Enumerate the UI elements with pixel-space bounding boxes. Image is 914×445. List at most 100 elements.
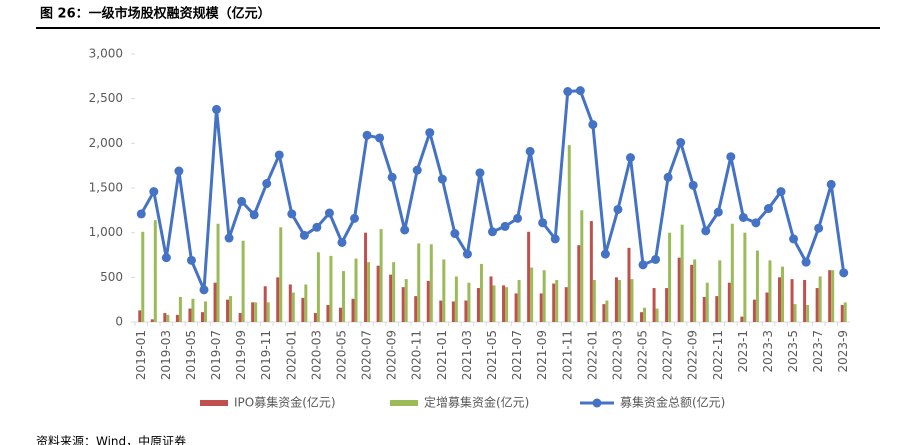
x-tick-label: 2021-09 [535, 330, 549, 380]
bar [730, 223, 734, 322]
bar [464, 300, 468, 322]
bar [166, 314, 170, 322]
bar [740, 316, 744, 322]
marker [299, 230, 309, 240]
marker [462, 249, 472, 259]
bar [828, 270, 832, 322]
bar [276, 277, 280, 322]
marker [488, 227, 497, 237]
bar [291, 292, 295, 322]
bar [288, 284, 292, 322]
marker [337, 237, 347, 247]
bar [705, 282, 709, 322]
x-tick-label: 2021-11 [560, 330, 574, 380]
marker [738, 212, 748, 222]
bar [577, 245, 581, 322]
x-tick-label: 2023-7 [811, 330, 825, 373]
x-tick-label: 2019-01 [134, 330, 148, 380]
y-tick-label: 0 [115, 315, 123, 329]
bar [605, 300, 609, 322]
bar [216, 223, 220, 322]
bar [338, 307, 342, 322]
marker [513, 213, 523, 223]
x-tick-label: 2023-9 [836, 330, 850, 373]
bar [351, 298, 355, 322]
x-tick-label: 2019-03 [159, 330, 173, 380]
bar [251, 302, 255, 322]
marker [600, 249, 610, 259]
x-tick-label: 2023-5 [786, 330, 800, 373]
marker [312, 222, 322, 232]
bar [806, 305, 810, 322]
legend-label: IPO募集资金(亿元) [234, 395, 336, 410]
bar [266, 302, 270, 322]
bar [564, 287, 568, 322]
bar [677, 257, 681, 322]
marker [814, 223, 824, 233]
marker [186, 255, 196, 265]
bar [790, 279, 794, 322]
bar [552, 283, 556, 322]
bar [304, 284, 308, 322]
bar [153, 220, 157, 322]
bar [141, 231, 145, 322]
bar [680, 224, 684, 322]
y-tick-label: 500 [100, 270, 123, 284]
bar [341, 271, 345, 322]
marker [161, 253, 171, 263]
bar [715, 296, 719, 322]
bar [589, 221, 593, 322]
bar [517, 280, 521, 322]
bar [329, 255, 333, 322]
x-tick-label: 2020-01 [284, 330, 298, 380]
bar [803, 280, 807, 322]
bar [567, 145, 571, 322]
bar [467, 282, 471, 322]
bar [442, 259, 446, 322]
marker [287, 209, 297, 219]
bar [492, 285, 496, 322]
bar [793, 304, 797, 322]
bar [627, 247, 631, 322]
bar [668, 232, 672, 322]
bar [818, 276, 822, 322]
marker [538, 218, 548, 228]
legend-swatch [592, 398, 602, 408]
bar [401, 287, 405, 322]
bar [539, 293, 543, 322]
legend-label: 募集资金总额(亿元) [620, 395, 725, 410]
marker [776, 187, 786, 197]
x-tick-label: 2019-11 [259, 330, 273, 380]
bar [313, 313, 317, 322]
bar [476, 288, 480, 322]
bar [138, 310, 142, 322]
bar [376, 265, 380, 322]
x-tick-label: 2019-05 [184, 330, 198, 380]
bar [781, 266, 785, 322]
bar [840, 305, 844, 322]
bar [542, 270, 546, 322]
bar [241, 240, 245, 322]
marker [726, 152, 736, 162]
marker [400, 225, 410, 235]
bar [727, 282, 731, 322]
bar [200, 312, 204, 322]
bar [690, 264, 694, 322]
x-tick-label: 2023-1 [736, 330, 750, 373]
marker [613, 204, 623, 214]
bar [693, 259, 697, 322]
bar [580, 210, 584, 322]
bar [175, 314, 179, 322]
bar [592, 280, 596, 322]
marker [149, 187, 159, 197]
bar [778, 277, 782, 322]
legend-swatch [200, 400, 228, 406]
bar [203, 301, 207, 322]
marker [450, 229, 460, 239]
marker [525, 146, 535, 156]
bar [188, 308, 192, 322]
bar [417, 243, 421, 322]
bar [439, 300, 443, 322]
marker [688, 180, 698, 190]
marker [801, 257, 811, 267]
